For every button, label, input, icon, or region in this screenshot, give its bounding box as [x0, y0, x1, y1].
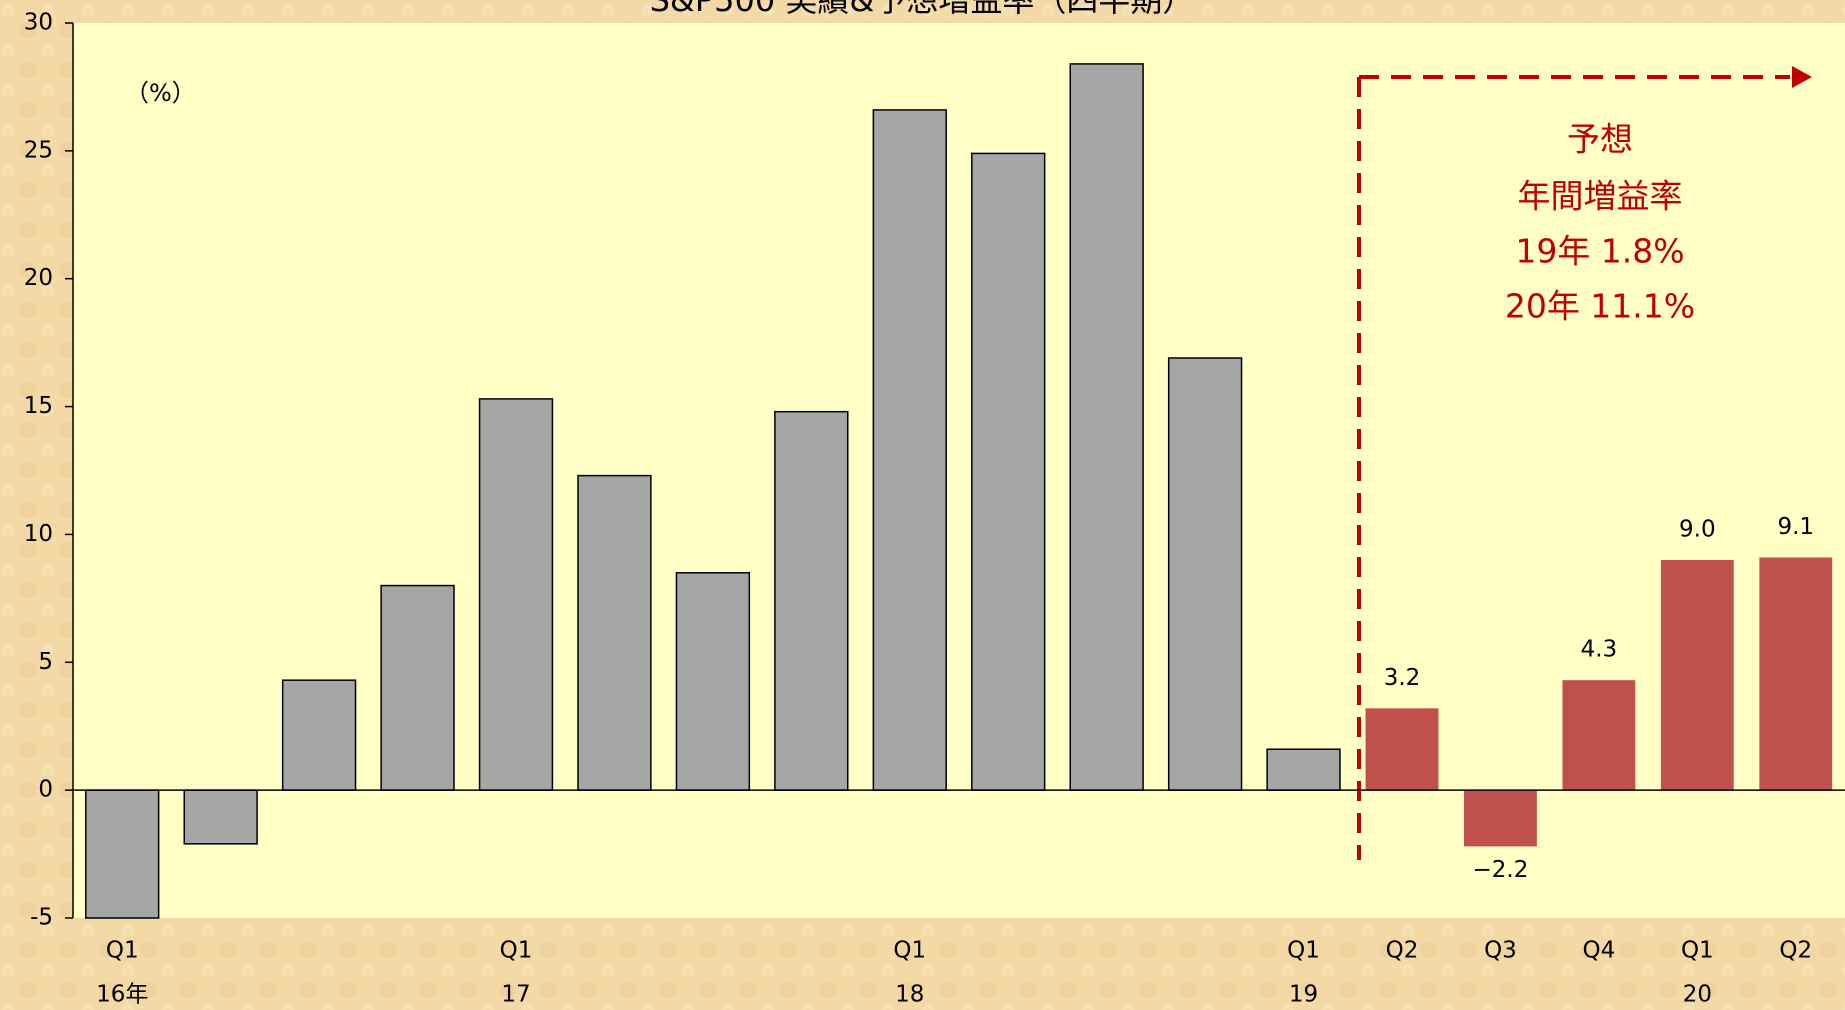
y-tick-label: -5 [30, 905, 53, 931]
forecast-bracket [1357, 75, 1790, 860]
bar [380, 584, 455, 791]
bar [774, 410, 849, 791]
x-tick-label: Q3 [1484, 938, 1517, 964]
value-label: 4.3 [1581, 637, 1618, 663]
x-tick-label: Q1 [106, 938, 139, 964]
bar [675, 572, 751, 791]
x-tick-label: Q4 [1583, 938, 1616, 964]
y-tick-label: 30 [24, 10, 53, 36]
bar [971, 152, 1046, 791]
bar [1464, 790, 1537, 847]
bar [1759, 557, 1833, 791]
x-tick-label: Q2 [1779, 938, 1812, 964]
value-label: 9.0 [1679, 517, 1716, 543]
y-tick-label: 15 [24, 393, 53, 419]
bar [183, 789, 258, 845]
y-tick-label: 0 [38, 777, 53, 803]
bar [1069, 63, 1144, 791]
value-label: 9.1 [1777, 514, 1814, 540]
value-label: 3.2 [1384, 665, 1421, 691]
x-tick-label: Q2 [1386, 938, 1419, 964]
chart-title: S&P500 実績&予想増益率（四半期） [650, 0, 1195, 19]
x-tick-label: Q1 [893, 938, 926, 964]
value-label: −2.2 [1473, 857, 1529, 883]
plot-area [73, 23, 1845, 918]
annotation: 20年 11.1% [1505, 287, 1695, 326]
bar [1660, 560, 1734, 791]
y-tick-label: 10 [24, 521, 53, 547]
y-tick-label: 20 [24, 265, 53, 291]
annotation: 年間増益率 [1518, 177, 1683, 216]
annotation: 19年 1.8% [1515, 232, 1684, 271]
bar [872, 109, 947, 791]
x-tick-label: Q1 [500, 938, 533, 964]
arrow-head [1792, 66, 1812, 88]
bar [85, 789, 160, 919]
annotation: 予想 [1567, 120, 1633, 159]
x-tick-label: Q1 [1287, 938, 1320, 964]
y-tick-label: 25 [24, 137, 53, 163]
bar [1562, 680, 1636, 791]
x-year-label: 18 [895, 982, 924, 1008]
x-year-label: 16年 [96, 982, 148, 1008]
x-year-label: 19 [1289, 982, 1318, 1008]
bar [1365, 708, 1439, 791]
y-tick-label: 5 [38, 649, 53, 675]
bar [478, 398, 554, 791]
bar [577, 474, 652, 791]
x-year-label: 17 [501, 982, 530, 1008]
x-tick-label: Q1 [1681, 938, 1714, 964]
bar [1167, 357, 1243, 791]
x-year-label: 20 [1683, 982, 1712, 1008]
bar [1266, 748, 1341, 791]
bar [281, 679, 357, 791]
unit-label: （%） [125, 79, 196, 107]
